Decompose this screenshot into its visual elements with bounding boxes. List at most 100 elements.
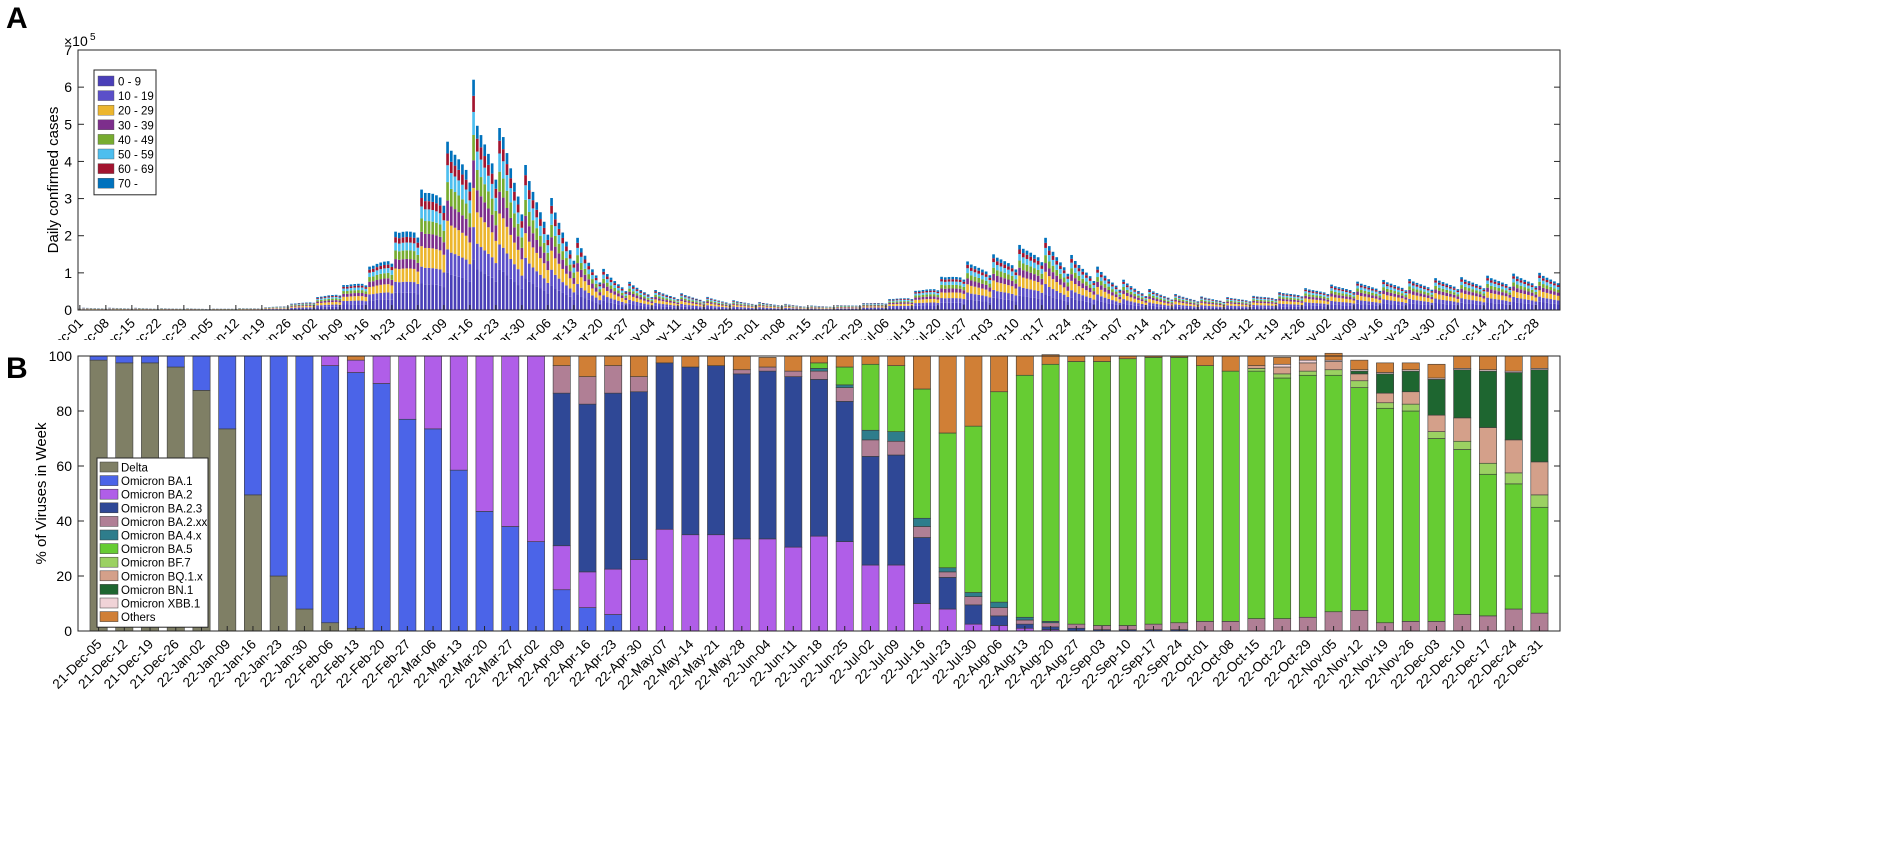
daily-case-bar-segment [1233, 301, 1237, 303]
daily-case-bar-segment [962, 283, 966, 287]
daily-case-bar-segment [1341, 288, 1345, 290]
variant-bar-segment [552, 355, 571, 366]
daily-case-bar-segment [1181, 305, 1185, 308]
daily-case-bar-segment [1530, 287, 1534, 290]
daily-case-bar-segment [1255, 296, 1259, 298]
daily-case-bar-segment [955, 281, 958, 285]
daily-case-bar-segment [1426, 304, 1430, 310]
legend-label: Omicron BA.4.x [121, 531, 202, 543]
daily-case-bar-segment [1040, 273, 1044, 279]
daily-case-bar-segment [865, 306, 869, 308]
daily-case-bar-segment [1437, 303, 1441, 310]
variant-bar-segment [835, 401, 854, 542]
daily-case-bar-segment [375, 280, 379, 286]
daily-case-bar-segment [776, 306, 780, 307]
daily-case-bar-segment [706, 296, 709, 298]
daily-case-bar-segment [1397, 288, 1400, 290]
daily-case-bar-segment [743, 302, 747, 304]
daily-case-bar-segment [862, 304, 865, 305]
daily-case-bar-segment [943, 281, 947, 286]
daily-case-bar-segment [394, 242, 397, 251]
daily-case-bar-segment [895, 303, 899, 306]
daily-case-bar-segment [479, 159, 483, 178]
daily-case-bar-segment [966, 268, 969, 274]
daily-case-bar-segment [1137, 297, 1140, 300]
daily-case-bar-segment [1352, 303, 1356, 307]
daily-case-bar-segment [1311, 290, 1315, 292]
daily-case-bar-segment [1211, 301, 1215, 304]
daily-case-bar-segment [761, 308, 765, 310]
daily-case-bar-segment [1397, 301, 1400, 305]
daily-case-bar-segment [290, 308, 293, 310]
variant-bar-segment [1401, 362, 1420, 371]
daily-case-bar-segment [732, 302, 735, 304]
daily-case-bar-segment [687, 302, 691, 306]
daily-case-bar-segment [680, 294, 683, 296]
daily-case-bar-segment [1018, 260, 1021, 268]
daily-case-bar-segment [1389, 283, 1393, 286]
daily-case-bar-segment [1437, 284, 1441, 288]
daily-case-bar-segment [357, 304, 360, 310]
daily-case-bar-segment [364, 301, 368, 305]
daily-case-bar-segment [628, 295, 631, 300]
daily-case-bar-segment [1166, 303, 1170, 306]
daily-case-bar-segment [787, 305, 791, 307]
daily-case-bar-segment [862, 305, 865, 307]
daily-case-bar-segment [646, 301, 650, 305]
daily-case-bar-segment [973, 300, 977, 310]
daily-case-bar-segment [401, 242, 405, 251]
daily-case-bar-segment [579, 256, 583, 264]
daily-case-bar-segment [891, 306, 895, 308]
daily-case-bar-segment [1519, 280, 1523, 283]
variant-bar-segment [269, 355, 288, 577]
daily-case-bar-segment [1252, 299, 1255, 301]
daily-case-bar-segment [487, 175, 490, 192]
daily-case-bar-segment [319, 305, 323, 308]
daily-case-bar-segment [1289, 304, 1293, 307]
daily-case-bar-segment [1411, 294, 1415, 300]
daily-case-bar-segment [1426, 297, 1430, 302]
daily-case-bar-segment [732, 303, 735, 305]
daily-case-bar-segment [1556, 292, 1560, 296]
daily-case-bar-segment [449, 173, 453, 189]
daily-case-bar-segment [657, 306, 661, 310]
daily-case-bar-segment [1055, 269, 1059, 276]
daily-case-bar-segment [661, 297, 665, 300]
daily-case-bar-segment [966, 292, 969, 300]
daily-case-bar-segment [1489, 298, 1493, 303]
daily-case-bar-segment [572, 272, 576, 278]
daily-case-bar-segment [1445, 304, 1449, 310]
daily-case-bar-segment [1259, 300, 1263, 302]
daily-case-bar-segment [1007, 299, 1010, 310]
legend-label: 60 - 69 [118, 164, 154, 176]
daily-case-bar-segment [1471, 284, 1475, 287]
daily-case-bar-segment [527, 263, 531, 282]
daily-case-bar-segment [394, 237, 397, 243]
daily-case-bar-segment [895, 300, 899, 302]
daily-case-bar-segment [457, 212, 461, 231]
daily-case-bar-segment [1200, 296, 1203, 298]
daily-case-bar-segment [847, 306, 851, 308]
daily-case-bar-segment [665, 296, 669, 299]
daily-case-bar-segment [631, 293, 635, 297]
daily-case-bar-segment [1404, 290, 1408, 292]
daily-case-bar-segment [442, 213, 446, 221]
daily-case-bar-segment [977, 300, 981, 310]
legend-swatch [97, 163, 115, 174]
daily-case-bar-segment [431, 193, 435, 202]
daily-case-bar-segment [903, 298, 906, 300]
daily-case-bar-segment [602, 278, 605, 284]
daily-case-bar-segment [468, 182, 472, 192]
variant-bar-segment [244, 494, 262, 632]
daily-case-bar-segment [1263, 300, 1267, 302]
daily-case-bar-segment [1003, 272, 1007, 279]
daily-case-bar-segment [1010, 268, 1014, 272]
daily-case-bar-segment [1222, 303, 1226, 305]
daily-case-bar-segment [435, 203, 438, 212]
daily-case-bar-segment [561, 259, 565, 269]
daily-case-bar-segment [293, 305, 297, 306]
daily-case-bar-segment [561, 237, 565, 244]
daily-case-bar-segment [1515, 284, 1519, 289]
daily-case-bar-segment [943, 302, 947, 310]
daily-case-bar-segment [487, 227, 490, 254]
